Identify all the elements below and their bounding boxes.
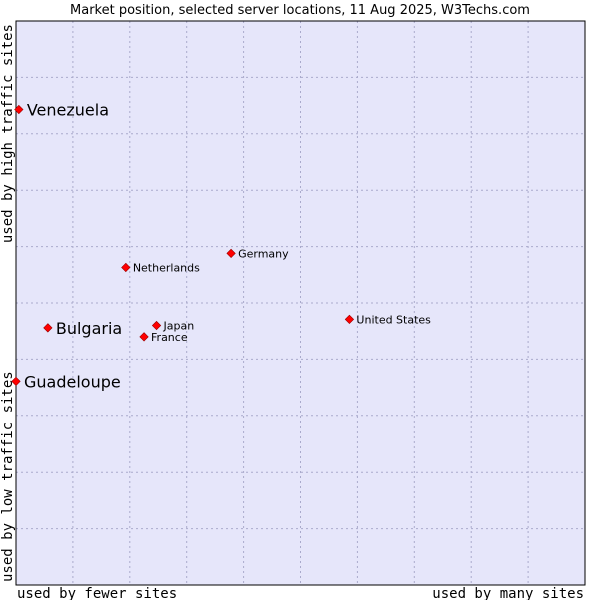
x-axis-label-right: used by many sites [432, 586, 584, 600]
data-point-germany: Germany [226, 247, 289, 260]
data-point-france: France [139, 331, 188, 344]
data-points: Venezuela Germany Netherlands United States… [11, 101, 431, 391]
data-point-venezuela: Venezuela [14, 101, 109, 120]
point-label: Germany [238, 247, 289, 260]
data-point-united-states: United States [344, 313, 431, 326]
data-point-japan: Japan [151, 320, 195, 333]
point-marker [139, 332, 149, 342]
data-point-netherlands: Netherlands [121, 261, 200, 274]
point-marker [121, 262, 131, 273]
point-marker [11, 376, 21, 387]
point-label: Bulgaria [56, 319, 122, 338]
x-axis-label-left: used by fewer sites [17, 586, 177, 600]
y-axis-label-top: used by high traffic sites [0, 24, 16, 243]
point-marker [344, 314, 355, 324]
data-point-guadeloupe: Guadeloupe [11, 372, 121, 391]
data-point-bulgaria: Bulgaria [43, 319, 122, 338]
chart-title: Market position, selected server locatio… [70, 3, 530, 18]
point-label: Guadeloupe [24, 372, 121, 391]
plot-border [15, 20, 586, 586]
point-label: Japan [163, 320, 195, 333]
point-label: Netherlands [133, 261, 200, 274]
point-marker [43, 323, 53, 333]
point-marker [226, 248, 236, 258]
y-axis-label-bottom: used by low traffic sites [0, 371, 16, 582]
point-marker [151, 320, 162, 331]
point-label: Venezuela [27, 101, 109, 120]
point-label: France [151, 331, 188, 344]
point-marker [14, 104, 24, 115]
point-label: United States [356, 313, 431, 326]
grid-lines [16, 21, 585, 585]
